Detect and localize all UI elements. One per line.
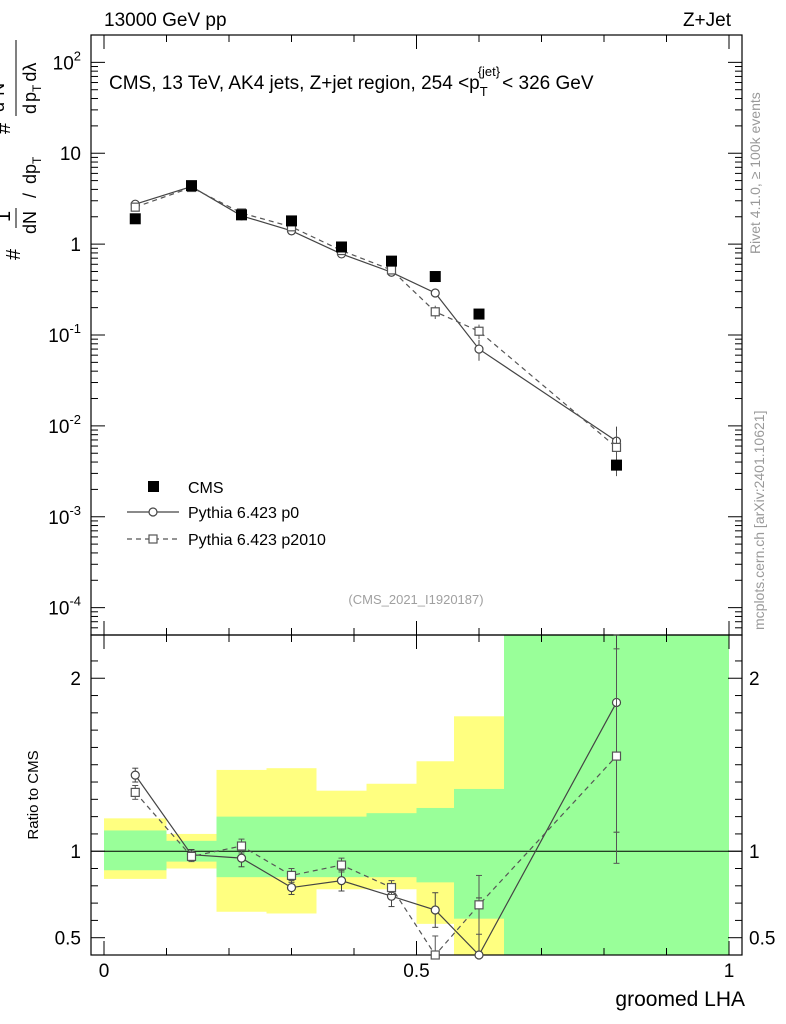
plot-title: CMS, 13 TeV, AK4 jets, Z+jet region, 254… xyxy=(109,64,594,99)
point-p2010 xyxy=(611,442,622,452)
cms-data-point xyxy=(186,180,197,192)
ratio-point-p2010 xyxy=(611,751,622,761)
point-p2010 xyxy=(386,265,397,275)
energy-label: 13000 GeV pp xyxy=(104,10,227,31)
ratio-y-tick-label: 1 xyxy=(70,842,81,863)
y-tick-label: 10-4 xyxy=(48,594,81,620)
cms-data-point xyxy=(611,459,622,471)
ratio-y-axis-label: Ratio to CMS xyxy=(25,750,42,839)
legend-label-p0: Pythia 6.423 p0 xyxy=(188,505,299,522)
ratio-point-p2010 xyxy=(430,950,440,960)
cms-data-point xyxy=(473,308,485,320)
band-inner xyxy=(416,807,454,883)
process-label: Z+Jet xyxy=(683,10,732,31)
svg-text:dpT: dpT xyxy=(20,156,44,184)
legend-label-p2010: Pythia 6.423 p2010 xyxy=(188,532,326,549)
point-p2010 xyxy=(474,326,484,336)
cms-data-point xyxy=(129,213,141,225)
rivet-label: Rivet 4.1.0, ≥ 100k events xyxy=(747,92,763,254)
ratio-y-tick-label-right: 1 xyxy=(749,842,760,863)
y-tick-label: 1 xyxy=(70,235,81,256)
ratio-point-p0 xyxy=(430,905,440,915)
series-line-2 xyxy=(135,186,617,448)
ratio-y-tick-label: 2 xyxy=(70,669,81,690)
band-inner xyxy=(266,816,317,878)
ratio-point-p2010 xyxy=(336,860,347,870)
ratio-point-p2010 xyxy=(386,882,397,893)
mcplots-label: mcplots.cern.ch [arXiv:2401.10621] xyxy=(751,411,767,630)
ratio-y-tick-label-right: 0.5 xyxy=(749,929,775,950)
svg-text:/: / xyxy=(20,193,40,198)
legend-marker-cms xyxy=(148,481,159,492)
svg-text:#: # xyxy=(3,248,25,260)
legend-label-cms: CMS xyxy=(188,480,224,497)
legend: CMS Pythia 6.423 p0 Pythia 6.423 p2010 xyxy=(127,480,326,549)
ratio-point-p2010 xyxy=(236,841,247,851)
point-p2010 xyxy=(430,307,440,317)
svg-text:dN: dN xyxy=(20,211,40,234)
point-p2010 xyxy=(130,202,140,212)
x-tick-label: 0.5 xyxy=(403,961,429,982)
svg-text:dpTdλ: dpTdλ xyxy=(20,63,44,114)
x-tick-label: 1 xyxy=(724,961,735,982)
point-p0 xyxy=(430,288,440,298)
ratio-uncertainty-bands xyxy=(91,635,742,955)
ratio-point-p0 xyxy=(130,770,140,780)
ratio-y-tick-label-right: 2 xyxy=(749,669,760,690)
svg-text:1: 1 xyxy=(0,211,15,222)
ratio-point-p2010 xyxy=(130,787,140,798)
series-line-1 xyxy=(135,185,617,442)
y-tick-label: 10 xyxy=(60,144,81,165)
y-tick-label: 10-3 xyxy=(48,503,81,529)
cms-data-point xyxy=(236,209,247,221)
band-inner xyxy=(366,813,417,878)
svg-text:d2N: d2N xyxy=(0,83,8,112)
x-axis-label: groomed LHA xyxy=(615,988,745,1011)
cms-data-point xyxy=(429,271,441,283)
main-y-axis-label: # 1 dN / dpT # d2N dpTdλ xyxy=(0,40,44,260)
y-tick-label: 102 xyxy=(53,48,81,74)
ratio-point-p0 xyxy=(236,853,247,863)
y-tick-label: 10-1 xyxy=(48,321,81,347)
ratio-point-p2010 xyxy=(186,851,197,862)
ratio-point-p0 xyxy=(336,876,347,886)
y-tick-label: 10-2 xyxy=(48,412,81,438)
cms-data-point xyxy=(336,241,347,253)
band-inner xyxy=(104,830,167,871)
x-tick-label: 0 xyxy=(99,961,110,982)
ratio-point-p2010 xyxy=(286,870,297,881)
cms-data-point xyxy=(386,255,397,267)
ratio-point-p0 xyxy=(286,882,297,893)
ratio-y-tick-label: 0.5 xyxy=(55,929,81,950)
point-p0 xyxy=(474,344,484,354)
ratio-point-p2010 xyxy=(474,900,484,910)
legend-marker-p0 xyxy=(148,507,158,517)
analysis-id: (CMS_2021_I1920187) xyxy=(348,592,483,607)
svg-text:#: # xyxy=(0,122,15,134)
legend-marker-p2010 xyxy=(148,534,158,544)
cms-data-point xyxy=(286,215,297,227)
ratio-point-p0 xyxy=(474,950,484,960)
